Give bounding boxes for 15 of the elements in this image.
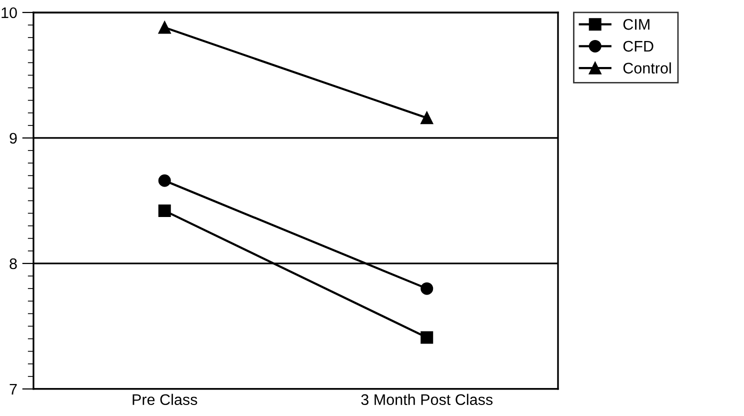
- legend-label: Control: [623, 62, 671, 74]
- x-tick-label: 3 Month Post Class: [361, 394, 493, 406]
- y-tick-label: 8: [10, 258, 17, 270]
- x-tick-label: Pre Class: [132, 394, 198, 406]
- y-tick-label: 7: [10, 384, 17, 394]
- point: [420, 331, 434, 344]
- legend-label: CIM: [623, 18, 650, 30]
- point: [420, 282, 434, 295]
- y-tick-label: 10: [2, 7, 17, 18]
- y-tick-label: 9: [10, 132, 17, 144]
- point: [158, 21, 171, 34]
- point: [158, 174, 171, 187]
- point: [158, 204, 171, 218]
- legend-label: CFD: [623, 40, 654, 52]
- point: [420, 112, 434, 124]
